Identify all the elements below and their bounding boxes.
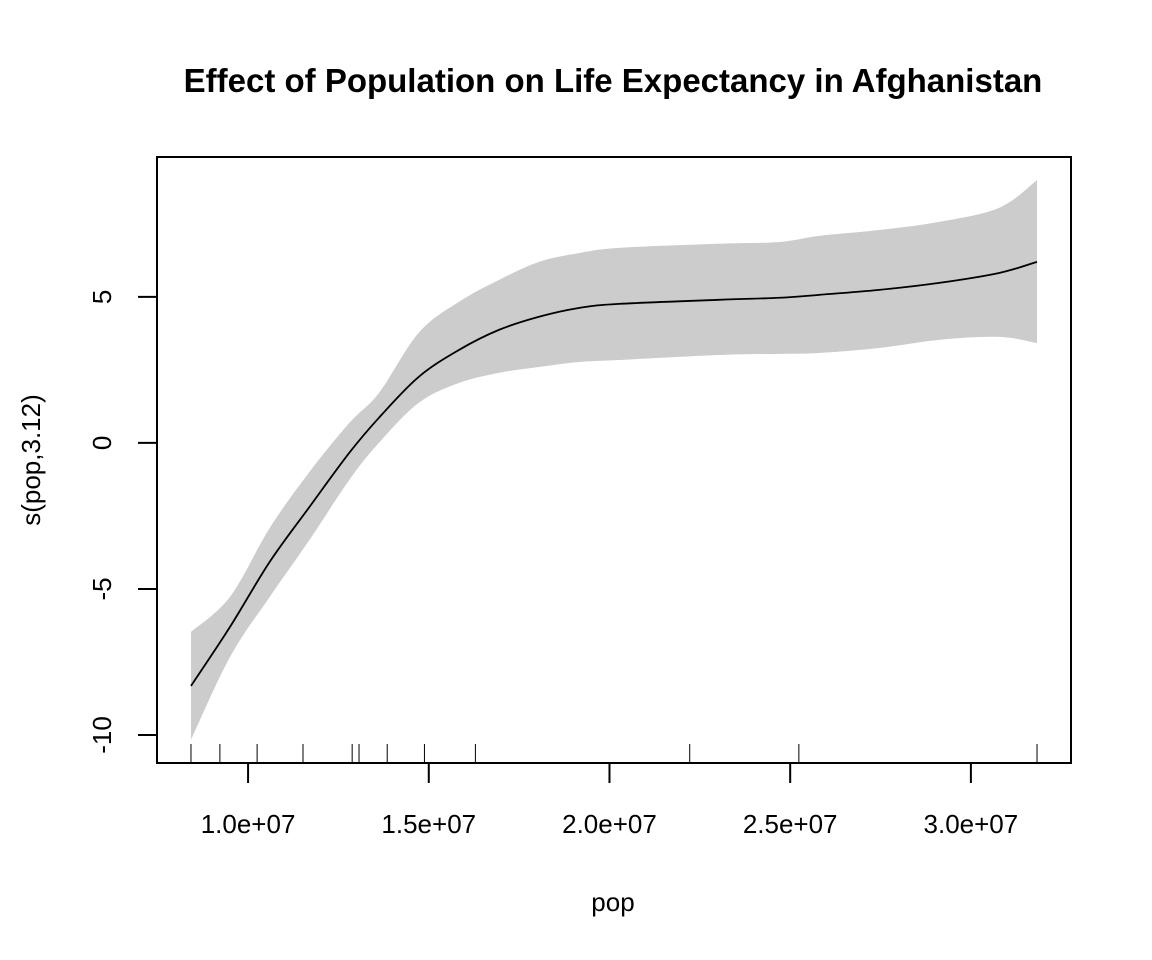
x-tick-label: 1.0e+07 [201,809,296,839]
x-axis: 1.0e+07 1.5e+07 2.0e+07 2.5e+07 3.0e+07 [201,763,1019,839]
x-tick-label: 3.0e+07 [924,809,1019,839]
y-tick-label: 0 [87,436,117,450]
y-axis: -10 -5 0 5 [87,290,157,754]
fit-line [190,260,1038,687]
rug-layer [190,744,1038,763]
chart-title: Effect of Population on Life Expectancy … [184,62,1043,99]
y-axis-label: s(pop,3.12) [16,394,46,526]
y-tick-label: -10 [87,716,117,754]
x-tick-label: 1.5e+07 [381,809,476,839]
x-axis-label: pop [591,887,634,917]
y-tick-label: -5 [87,577,117,600]
x-tick-label: 2.5e+07 [743,809,838,839]
y-tick-label: 5 [87,290,117,304]
plot-frame [156,156,1072,764]
fit-line-layer [190,260,1038,687]
confidence-band-layer [190,180,1038,740]
confidence-band [190,180,1038,740]
x-tick-label: 2.0e+07 [562,809,657,839]
